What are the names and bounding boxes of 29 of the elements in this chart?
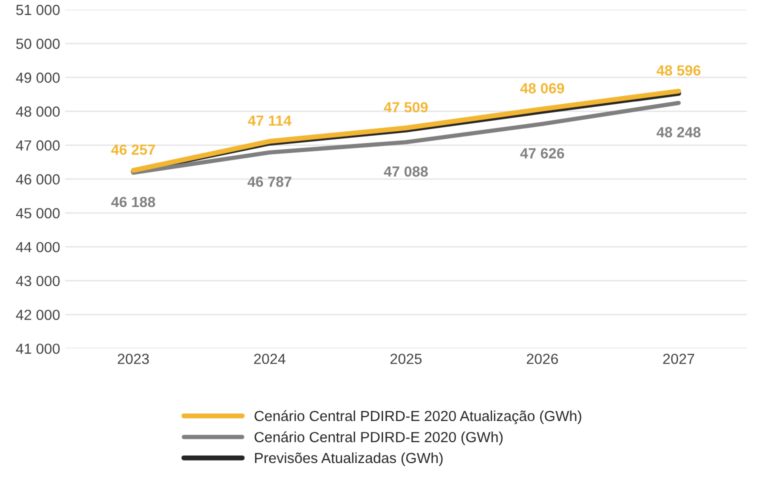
data-label: 48 069 xyxy=(520,83,564,94)
x-tick-label: 2026 xyxy=(526,354,558,364)
y-tick-label: 50 000 xyxy=(16,38,60,49)
x-tick-label: 2025 xyxy=(390,354,422,364)
data-label: 46 787 xyxy=(248,176,292,187)
legend-label: Cenário Central PDIRD-E 2020 Atualização (GWh) xyxy=(254,410,582,424)
y-tick-label: 45 000 xyxy=(16,208,60,218)
data-label: 47 114 xyxy=(248,116,292,126)
y-tick-label: 43 000 xyxy=(16,276,60,286)
legend-label: Cenário Central PDIRD-E 2020 (GWh) xyxy=(254,431,503,446)
legend-label: Previsões Atualizadas (GWh) xyxy=(255,452,443,466)
data-label: 48 596 xyxy=(656,65,700,76)
x-tick-label: 2024 xyxy=(254,354,286,364)
data-label: 46 257 xyxy=(111,144,155,155)
data-label: 47 626 xyxy=(520,148,564,158)
y-tick-label: 47 000 xyxy=(16,140,60,151)
y-tick-label: 42 000 xyxy=(16,310,60,320)
data-label: 46 188 xyxy=(111,196,156,208)
y-tick-label: 44 000 xyxy=(16,242,60,252)
y-tick-label: 46 000 xyxy=(16,174,60,185)
data-label: 47 509 xyxy=(384,102,428,112)
y-tick-label: 49 000 xyxy=(16,72,60,83)
data-label: 47 088 xyxy=(384,166,428,177)
x-tick-label: 2023 xyxy=(118,354,149,364)
x-tick-label: 2027 xyxy=(663,354,694,364)
data-label: 48 248 xyxy=(656,127,701,138)
y-tick-label: 41 000 xyxy=(16,344,60,354)
y-tick-label: 48 000 xyxy=(16,106,60,117)
y-tick-label: 51 000 xyxy=(16,4,60,16)
